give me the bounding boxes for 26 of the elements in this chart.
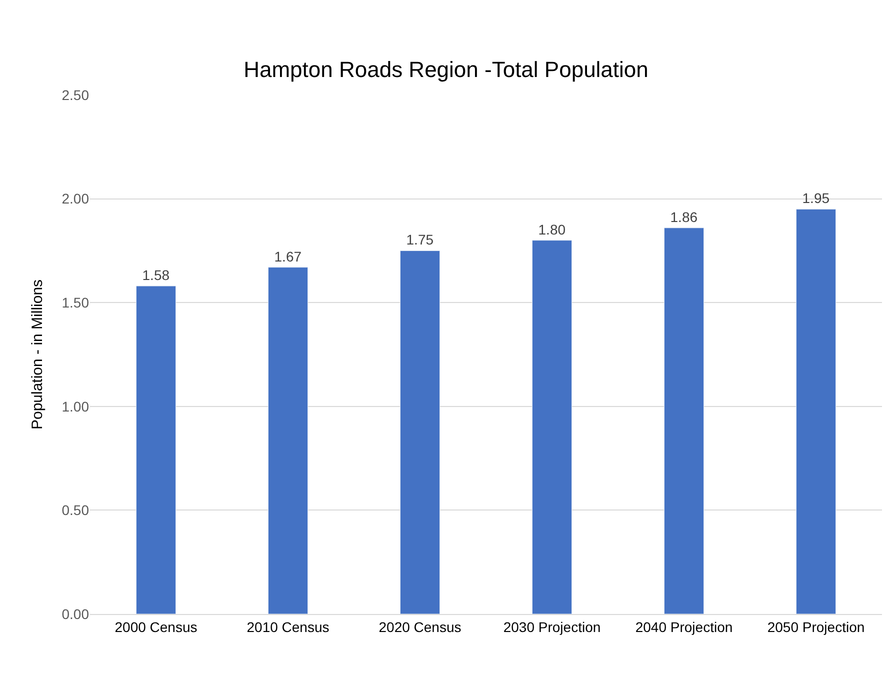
data-label: 1.80 bbox=[538, 221, 566, 238]
data-label: 1.75 bbox=[406, 232, 434, 248]
x-tick-label: 2010 Census bbox=[246, 618, 330, 635]
y-tick-label: 2.00 bbox=[62, 190, 90, 207]
data-label: 1.58 bbox=[142, 266, 170, 283]
x-tick-label: 2020 Census bbox=[378, 618, 462, 635]
bar bbox=[664, 228, 704, 614]
x-tick-label: 2040 Projection bbox=[635, 618, 733, 635]
y-tick-label: 1.00 bbox=[62, 398, 90, 414]
data-label: 1.86 bbox=[670, 208, 698, 225]
bar bbox=[400, 250, 440, 614]
bar bbox=[796, 208, 836, 614]
bar bbox=[268, 267, 308, 614]
x-tick-label: 2030 Projection bbox=[503, 618, 601, 635]
y-tick-label: 0.00 bbox=[62, 606, 90, 622]
data-label: 1.67 bbox=[274, 248, 302, 264]
y-tick-label: 0.50 bbox=[62, 502, 90, 518]
y-tick-label: 2.50 bbox=[62, 86, 90, 103]
y-axis-title: Population - in Millions bbox=[29, 279, 46, 430]
data-label: 1.95 bbox=[802, 190, 830, 206]
chart-title: Hampton Roads Region -Total Population bbox=[244, 57, 648, 82]
y-tick-label: 1.50 bbox=[62, 294, 90, 310]
x-tick-label: 2050 Projection bbox=[767, 618, 865, 635]
x-tick-label: 2000 Census bbox=[114, 618, 198, 635]
bar bbox=[136, 286, 176, 614]
bar bbox=[532, 240, 572, 614]
